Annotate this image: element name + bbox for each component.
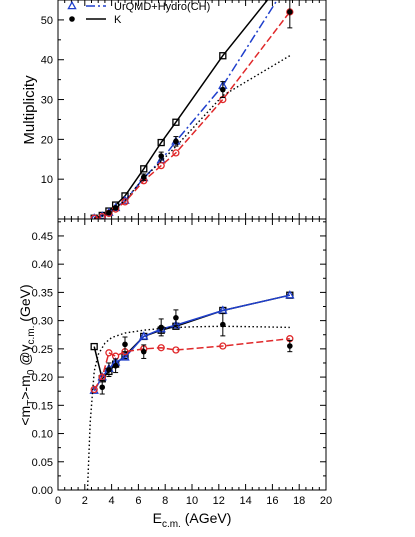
bottom-xtick-label: 10 [186,495,198,507]
top-series-4-point [220,86,226,93]
top-series-4-point [140,174,147,180]
top-ytick-label: 20 [41,134,53,146]
bottom-series-2 [90,335,294,394]
bottom-ytick-label: 0.25 [32,344,53,356]
legend-entry: UrQMD+Hydro(CH) [67,0,210,13]
top-series-4-point [106,209,112,216]
bottom-ytick-label: 0.35 [32,287,53,299]
bottom-series-2-point [157,344,165,352]
bottom-ytick-label: 0.05 [32,457,53,469]
top-panel: 10 20 30 40 50 Multiplicity UrQMD+Hydro(CH)K [21,0,327,220]
bottom-series-4-point [173,315,179,321]
bottom-xtick-label: 8 [162,495,168,507]
top-ytick-label: 30 [41,95,53,107]
top-series-2-point [90,214,98,219]
top-ylabel: Multiplicity [21,75,38,145]
top-series-4-point [173,138,179,145]
top-ytick-label: 40 [41,55,53,67]
bottom-ytick-label: 0.15 [32,400,53,412]
bottom-yticklabels: 0.00 0.05 0.10 0.15 0.20 0.25 0.30 0.35 0.40 0.45 [32,231,53,497]
top-series-2-line [94,11,291,219]
bottom-series-1-line [93,294,290,391]
bottom-series-2-line [93,337,290,390]
top-grid-marks [57,0,327,220]
bottom-series-4-point [220,321,226,328]
bottom-series-1-point [171,320,181,329]
bottom-xtick-label: 16 [266,495,278,507]
bottom-series-4-point [140,348,147,355]
bottom-series-4 [99,309,293,395]
bottom-series-0 [90,291,294,383]
top-panel-frame [57,0,327,220]
top-series-3 [94,55,291,219]
bottom-series-2-point [219,342,227,350]
legend: UrQMD+Hydro(CH)K [67,0,210,26]
bottom-ytick-label: 0.40 [32,259,53,271]
bottom-series-0-point [90,342,98,351]
top-series-4-point [158,153,164,159]
legend-marker [67,0,77,10]
bottom-series-2-point [105,349,113,357]
bottom-ytick-label: 0.45 [32,231,53,243]
bottom-xtick-label: 20 [320,495,332,507]
top-series-1 [90,0,279,219]
legend-marker [69,16,75,22]
top-series-0-point [172,118,180,126]
top-series-2-point [157,161,165,170]
top-series-0 [90,0,269,219]
bottom-ytick-label: 0.20 [32,372,53,384]
top-series-4-point [287,9,293,15]
bottom-xtick-label: 4 [109,495,115,507]
bottom-series-4-point [99,384,106,391]
top-series-3-line [94,55,291,219]
legend-label: K [114,14,122,26]
top-series-2 [90,8,294,219]
bottom-xtick-label: 0 [55,495,61,507]
bottom-series-4-point [122,341,128,348]
bottom-series-3 [86,325,290,490]
top-series-0-line [93,0,269,219]
bottom-series-4-point [112,362,119,369]
bottom-ytick-label: 0.00 [32,485,53,497]
top-yticklabels: 10 20 30 40 50 [41,15,53,186]
top-series-1-line [94,0,279,219]
bottom-xtick-label: 14 [239,495,251,507]
bottom-xtick-label: 12 [213,495,225,507]
top-ytick-label: 50 [41,15,53,27]
bottom-series-layer [86,290,295,490]
top-series-0-point [157,138,165,147]
bottom-series-2-point [172,346,180,354]
bottom-series-4-point [158,324,164,331]
bottom-series-1-point [120,352,130,361]
top-series-4-point [112,205,119,211]
top-ytick-label: 10 [41,174,53,186]
top-series-0-point [219,52,227,60]
legend-entry: K [69,14,122,26]
bottom-xtick-label: 6 [135,495,141,507]
bottom-xlabel: Ec.m. (AGeV) [153,510,232,530]
top-series-layer [90,0,294,219]
bottom-xtick-label: 2 [82,495,88,507]
top-series-4 [106,0,293,216]
bottom-panel-frame [57,218,327,491]
bottom-ytick-label: 0.30 [32,316,53,328]
bottom-xtick-label: 18 [293,495,305,507]
top-series-2-point [172,149,180,157]
bottom-series-4-point [287,343,293,349]
bottom-panel: 0.00 0.05 0.10 0.15 0.20 0.25 0.30 0.35 0.40 0.45… [17,218,332,530]
legend-label: UrQMD+Hydro(CH) [114,1,210,13]
bottom-ytick-label: 0.10 [32,429,53,441]
bottom-series-1-point [285,290,295,299]
bottom-xticklabels: 0 2 4 6 8 10 12 14 16 18 20 [55,495,332,507]
bottom-series-4-point [106,366,112,373]
bottom-series-3-line [86,325,290,490]
top-series-0-point [140,165,148,173]
top-series-2-point [121,198,129,206]
bottom-series-2-point [90,385,98,394]
bottom-series-1-point [139,331,149,340]
bottom-ylabel: <mT>-m0 @yc.m. (GeV) [17,284,37,425]
